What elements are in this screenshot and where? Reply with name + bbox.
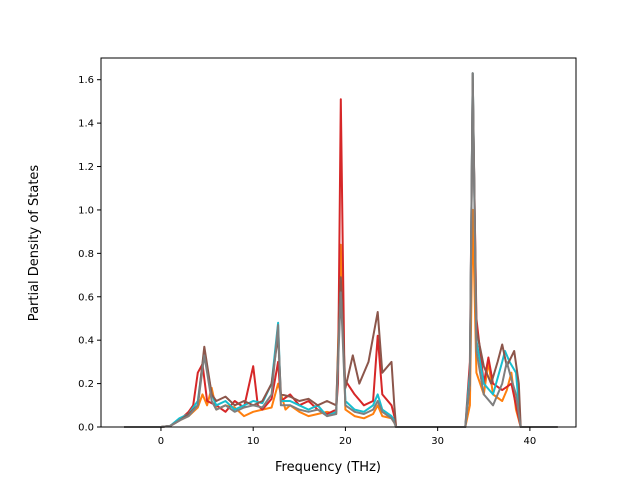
- series-layer: [124, 72, 558, 428]
- x-tick-label: 30: [431, 436, 444, 447]
- x-tick-label: 10: [247, 436, 260, 447]
- y-axis-label: Partial Density of States: [27, 165, 42, 322]
- x-axis-label: Frequency (THz): [275, 460, 381, 475]
- y-tick-label: 0.4: [78, 336, 94, 347]
- y-tick-label: 0.0: [78, 423, 94, 434]
- y-tick-label: 0.8: [78, 249, 94, 260]
- series-line-5: [124, 72, 558, 428]
- plot-frame: [100, 57, 577, 428]
- x-tick-label: 0: [158, 436, 164, 447]
- x-tick-label: 20: [339, 436, 352, 447]
- x-tick-label: 40: [524, 436, 537, 447]
- series-line-2: [124, 83, 558, 428]
- y-tick-label: 1.2: [78, 162, 94, 173]
- y-tick-label: 0.6: [78, 292, 94, 303]
- y-tick-label: 1.6: [78, 75, 94, 86]
- y-tick-label: 1.4: [78, 119, 94, 130]
- tick-layer: 0 10 20 30 40 0.0 0.2 0.4 0.6 0.8 1.0 1.2 1.4 1.6: [78, 75, 536, 447]
- y-tick-label: 0.2: [78, 379, 94, 390]
- y-tick-label: 1.0: [78, 205, 94, 216]
